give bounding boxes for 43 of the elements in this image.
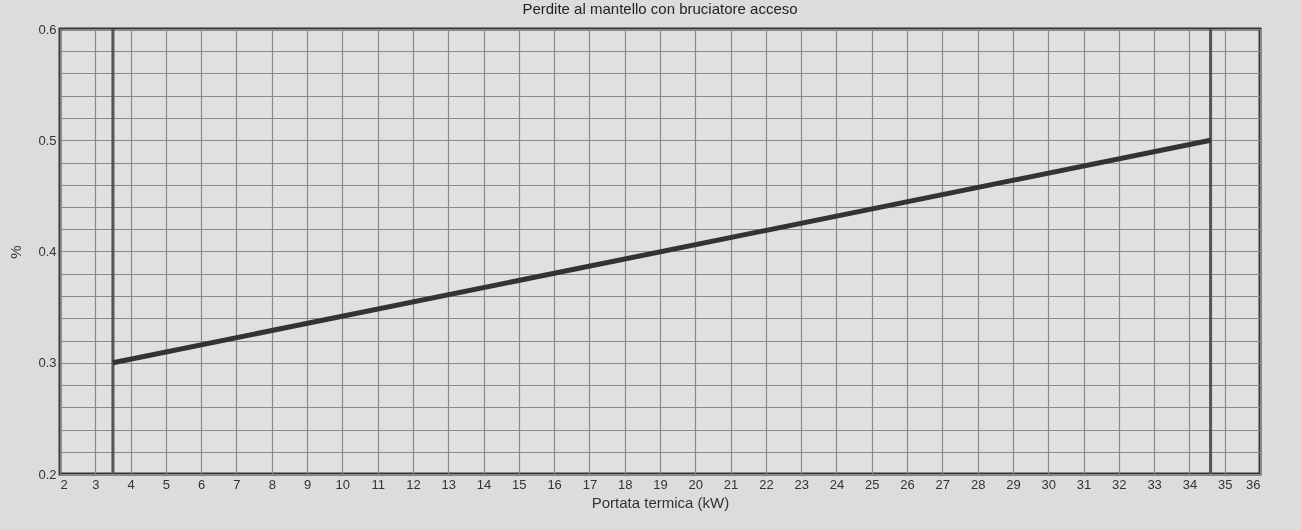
x-tick-label: 24: [829, 476, 845, 492]
y-axis-title: %: [7, 245, 25, 259]
x-tick-label: 4: [127, 476, 135, 492]
x-tick-label: 10: [335, 476, 351, 492]
x-tick-label: 5: [162, 476, 170, 492]
x-tick-label: 17: [582, 476, 598, 492]
y-tick-label: 0.5: [38, 132, 57, 148]
x-tick-label: 28: [970, 476, 986, 492]
y-tick-label: 0.4: [38, 244, 57, 259]
x-tick-label: 6: [198, 476, 206, 492]
x-tick-label: 14: [476, 476, 492, 492]
x-tick-label: 27: [935, 476, 951, 492]
x-tick-label: 32: [1112, 476, 1127, 492]
y-tick-label: 0.3: [38, 355, 57, 371]
x-tick-label: 7: [233, 476, 241, 492]
y-tick-label: 0.6: [38, 21, 57, 37]
x-tick-label: 31: [1076, 476, 1092, 492]
x-tick-label: 15: [512, 476, 527, 492]
x-tick-label: 33: [1147, 476, 1162, 492]
x-tick-label: 11: [371, 476, 385, 492]
x-tick-label: 18: [617, 476, 633, 492]
x-tick-label: 25: [865, 476, 880, 492]
x-tick-label: 9: [303, 476, 312, 492]
x-tick-label: 29: [1006, 476, 1021, 492]
x-tick-label: 20: [688, 476, 704, 492]
x-tick-label: 3: [92, 476, 100, 492]
x-tick-label: 23: [794, 476, 809, 492]
x-tick-label: 16: [547, 476, 562, 492]
x-axis-title: Portata termica (kW): [591, 493, 730, 511]
x-tick-label: 22: [759, 476, 774, 492]
y-tick-label: 0.2: [38, 466, 57, 482]
x-tick-label: 13: [441, 476, 456, 492]
x-tick-label: 12: [406, 476, 421, 492]
x-tick-label: 2: [60, 476, 68, 492]
x-tick-label: 8: [268, 476, 276, 492]
chart-title: Perdite al mantello con bruciatore acceso: [522, 0, 798, 17]
x-tick-label: 30: [1041, 476, 1056, 492]
x-tick-label: 35: [1217, 476, 1233, 492]
x-tick-label: 26: [900, 476, 915, 492]
x-tick-label: 21: [723, 476, 739, 492]
x-tick-label: 19: [653, 476, 668, 492]
x-tick-label: 36: [1246, 476, 1261, 492]
x-tick-label: 34: [1182, 476, 1198, 492]
